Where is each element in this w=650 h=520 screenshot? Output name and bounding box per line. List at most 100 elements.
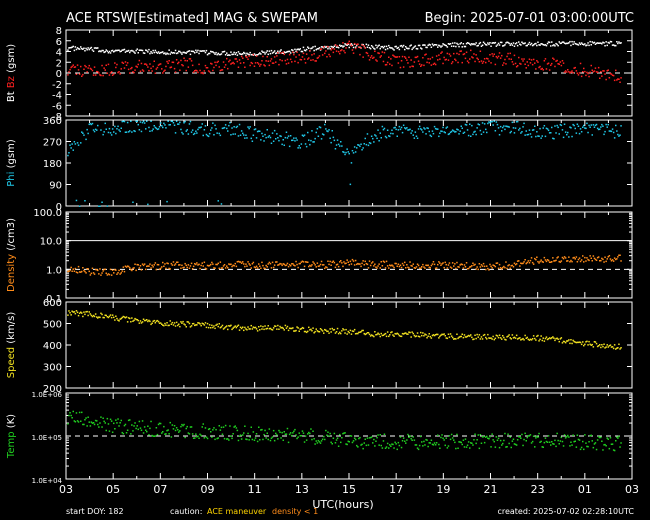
data-point-bt bbox=[260, 53, 262, 55]
data-point-phi bbox=[551, 126, 553, 129]
data-point-density bbox=[130, 268, 132, 271]
data-point-bt bbox=[81, 47, 83, 50]
data-point-temp bbox=[383, 433, 386, 435]
data-point-speed bbox=[400, 335, 403, 338]
data-point-speed bbox=[433, 334, 436, 337]
data-point-bt bbox=[534, 43, 536, 45]
data-point-temp bbox=[389, 444, 391, 446]
data-point-phi bbox=[421, 129, 423, 131]
data-point-speed bbox=[341, 330, 343, 332]
data-point-phi bbox=[544, 135, 547, 138]
data-point-bt bbox=[190, 50, 193, 52]
data-point-bz bbox=[535, 68, 537, 70]
data-point-bz bbox=[253, 65, 256, 67]
data-point-density bbox=[142, 264, 145, 267]
data-point-speed bbox=[485, 336, 487, 339]
data-point-phi bbox=[268, 135, 271, 137]
data-point-phi bbox=[199, 126, 201, 129]
data-point-phi bbox=[591, 134, 593, 136]
data-point-temp bbox=[526, 436, 528, 439]
data-point-phi bbox=[366, 133, 369, 135]
data-point-temp bbox=[422, 445, 424, 447]
data-point-temp bbox=[455, 447, 457, 450]
data-point-speed bbox=[262, 325, 264, 328]
data-point-speed bbox=[539, 338, 541, 341]
data-point-bt bbox=[325, 46, 327, 49]
data-point-phi bbox=[434, 127, 437, 130]
data-point-bt bbox=[139, 49, 142, 51]
data-point-density bbox=[384, 267, 387, 269]
data-point-temp bbox=[137, 428, 139, 431]
data-point-temp bbox=[483, 441, 486, 444]
data-point-phi bbox=[129, 130, 131, 132]
data-point-bz bbox=[187, 66, 190, 68]
data-point-temp bbox=[379, 434, 381, 436]
data-point-speed bbox=[397, 333, 400, 335]
data-point-density bbox=[314, 264, 316, 266]
data-point-bt bbox=[181, 53, 183, 55]
data-point-temp bbox=[304, 435, 307, 437]
data-point-temp bbox=[618, 435, 620, 438]
data-point-bt bbox=[264, 53, 266, 55]
data-point-phi bbox=[359, 145, 361, 148]
data-point-temp bbox=[556, 432, 558, 435]
data-point-bt bbox=[544, 44, 547, 46]
data-point-speed bbox=[156, 319, 159, 322]
data-point-bt bbox=[437, 46, 439, 48]
data-point-density bbox=[558, 260, 560, 263]
data-point-bz bbox=[218, 66, 220, 68]
data-point-density bbox=[546, 259, 549, 261]
data-point-bz bbox=[195, 69, 197, 72]
data-point-phi bbox=[425, 133, 427, 135]
data-point-phi bbox=[518, 129, 520, 131]
data-point-bt bbox=[116, 49, 118, 52]
data-point-phi bbox=[75, 199, 78, 202]
data-point-speed bbox=[339, 331, 341, 334]
data-point-phi bbox=[276, 133, 278, 135]
data-point-bz bbox=[521, 58, 523, 60]
data-point-speed bbox=[501, 338, 503, 340]
data-point-density bbox=[346, 259, 348, 261]
data-point-density bbox=[526, 261, 528, 264]
data-point-bt bbox=[603, 42, 605, 44]
data-point-phi bbox=[343, 151, 345, 154]
data-point-temp bbox=[527, 435, 530, 437]
data-point-temp bbox=[590, 434, 592, 437]
data-point-bz bbox=[397, 62, 400, 64]
data-point-speed bbox=[478, 334, 481, 336]
data-point-density bbox=[77, 265, 80, 268]
data-point-speed bbox=[410, 336, 412, 338]
data-point-speed bbox=[392, 334, 394, 336]
data-point-temp bbox=[172, 428, 175, 430]
data-point-bt bbox=[492, 42, 494, 44]
data-point-bt bbox=[140, 49, 143, 51]
data-point-bt bbox=[278, 52, 280, 54]
data-point-density bbox=[91, 267, 94, 270]
data-point-temp bbox=[175, 427, 178, 429]
data-point-speed bbox=[372, 334, 374, 337]
data-point-phi bbox=[433, 125, 436, 128]
data-point-density bbox=[473, 264, 475, 266]
data-point-temp bbox=[391, 443, 393, 445]
data-point-bt bbox=[564, 42, 567, 45]
data-point-density bbox=[604, 256, 606, 258]
data-point-speed bbox=[408, 331, 410, 333]
data-point-speed bbox=[343, 329, 345, 331]
data-point-bz bbox=[191, 64, 194, 67]
data-point-speed bbox=[511, 334, 514, 336]
data-point-density bbox=[260, 267, 262, 269]
data-point-bt bbox=[490, 45, 492, 47]
data-point-bz bbox=[278, 63, 280, 66]
data-point-bt bbox=[235, 52, 238, 54]
data-point-bz bbox=[376, 60, 378, 62]
data-point-temp bbox=[569, 445, 571, 447]
data-point-bz bbox=[214, 61, 216, 64]
data-point-phi bbox=[416, 137, 419, 139]
data-point-phi bbox=[116, 128, 118, 130]
data-point-phi bbox=[180, 128, 182, 131]
data-point-bz bbox=[381, 51, 384, 53]
data-point-density bbox=[490, 265, 492, 268]
data-point-bt bbox=[302, 46, 305, 49]
data-point-temp bbox=[501, 444, 503, 446]
data-point-phi bbox=[534, 125, 536, 127]
